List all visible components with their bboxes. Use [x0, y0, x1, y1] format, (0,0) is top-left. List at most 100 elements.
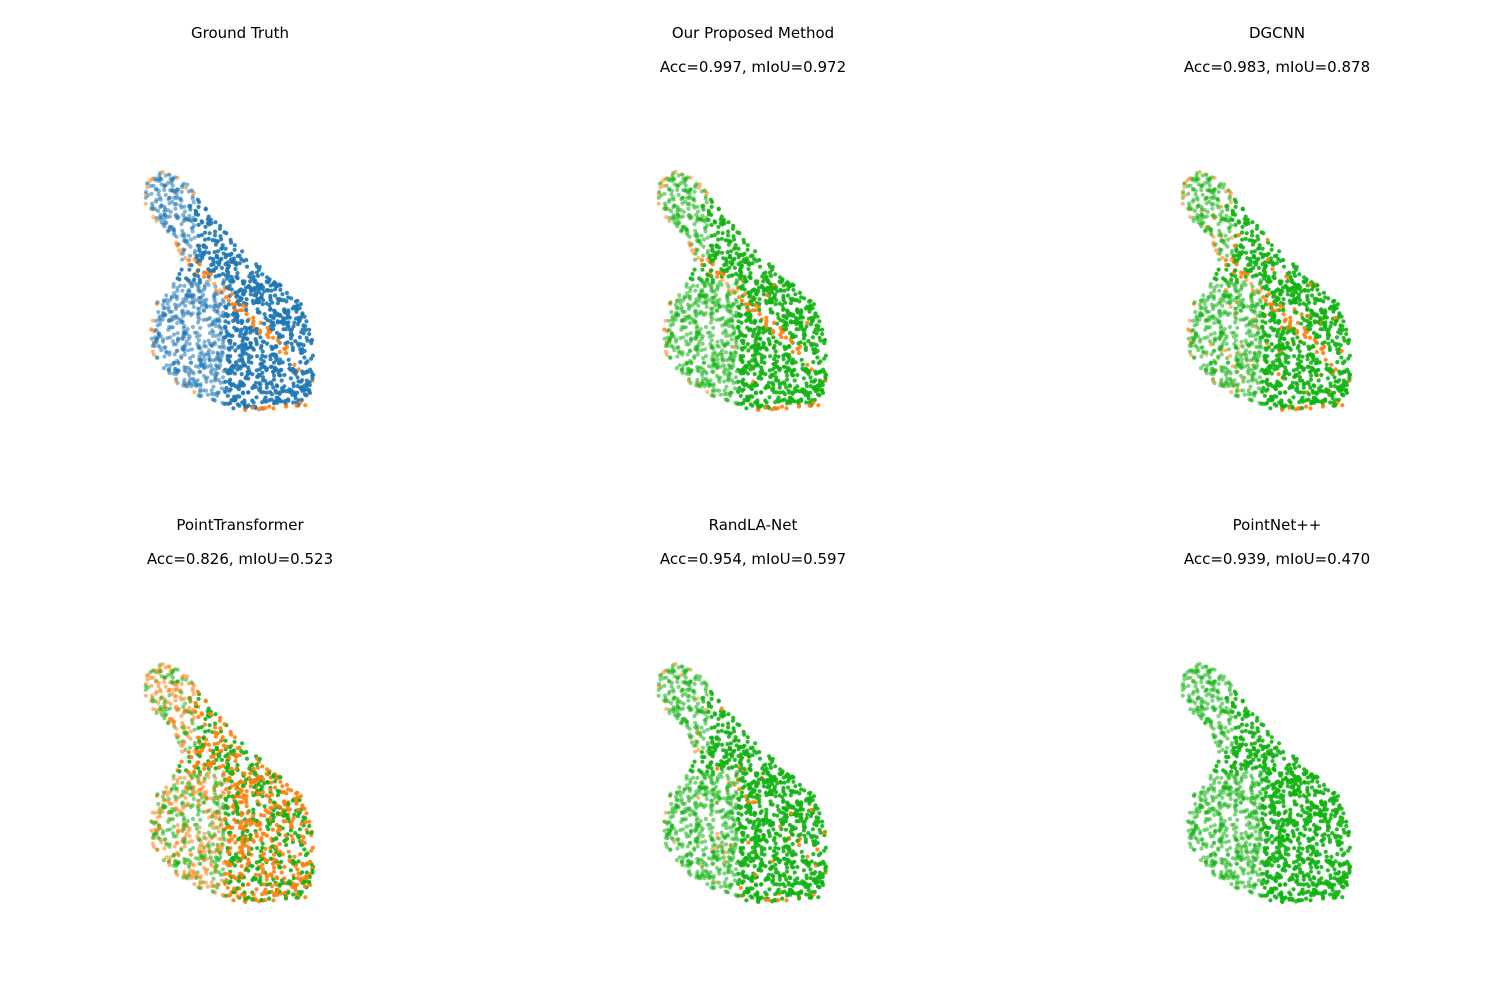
point: [219, 265, 224, 270]
point: [193, 282, 199, 287]
point: [1191, 318, 1196, 323]
point: [1244, 331, 1250, 336]
point: [235, 394, 240, 399]
point: [168, 335, 173, 340]
point: [677, 349, 682, 354]
point: [1309, 293, 1315, 298]
point: [167, 816, 172, 822]
point: [237, 261, 242, 266]
point: [725, 291, 731, 296]
point: [1244, 357, 1249, 362]
point: [1246, 379, 1251, 384]
point: [675, 354, 680, 359]
point: [243, 285, 249, 290]
point: [1180, 201, 1185, 206]
point: [720, 219, 726, 225]
point: [150, 841, 155, 846]
point: [1200, 192, 1205, 197]
point: [248, 340, 253, 346]
point: [277, 357, 283, 362]
point: [282, 317, 287, 322]
point: [1240, 352, 1245, 357]
point: [1182, 185, 1187, 190]
point: [230, 794, 235, 799]
point: [157, 318, 162, 323]
point: [1335, 302, 1340, 307]
point: [164, 363, 169, 368]
point: [267, 398, 272, 403]
point: [1277, 291, 1282, 296]
point: [1278, 303, 1283, 308]
point: [741, 237, 746, 242]
point: [227, 388, 232, 393]
point: [1324, 366, 1329, 371]
point: [688, 320, 693, 326]
point: [264, 390, 269, 395]
point: [1227, 324, 1232, 330]
point: [265, 767, 270, 772]
point: [1196, 182, 1201, 187]
point: [283, 404, 289, 409]
point: [1200, 313, 1205, 318]
point: [773, 400, 778, 405]
point: [201, 243, 206, 248]
point: [301, 343, 306, 348]
point: [816, 327, 821, 332]
point: [1193, 309, 1198, 315]
point: [246, 365, 251, 370]
point: [1316, 367, 1321, 372]
point: [1310, 352, 1315, 357]
point: [1285, 340, 1290, 346]
point: [727, 364, 733, 369]
point: [207, 219, 213, 225]
point: [1199, 212, 1204, 217]
point: [261, 359, 266, 364]
point: [1224, 372, 1229, 378]
point: [745, 394, 750, 399]
point: [1219, 247, 1224, 252]
point: [262, 321, 267, 326]
point: [781, 357, 786, 362]
point: [784, 360, 790, 365]
point: [1220, 365, 1225, 370]
point: [772, 357, 777, 362]
point: [222, 230, 227, 235]
point: [808, 384, 813, 389]
point: [261, 390, 266, 395]
point: [261, 298, 266, 303]
point: [720, 231, 725, 236]
point: [725, 250, 730, 255]
point: [162, 187, 167, 193]
point: [1272, 320, 1278, 325]
point: [1324, 389, 1329, 394]
point: [1269, 243, 1274, 248]
point: [1270, 307, 1275, 312]
point: [1192, 300, 1197, 305]
point: [719, 282, 724, 287]
point: [226, 263, 231, 268]
point: [1233, 393, 1238, 398]
point: [755, 401, 760, 406]
point: [709, 393, 714, 398]
point: [1210, 378, 1216, 384]
point: [243, 351, 248, 356]
point: [796, 341, 801, 346]
point: [1219, 209, 1225, 214]
point: [1259, 230, 1264, 235]
point: [169, 295, 174, 300]
point: [1191, 215, 1196, 221]
point: [775, 406, 781, 411]
point: [271, 326, 276, 332]
point: [156, 192, 161, 197]
point: [708, 341, 713, 347]
point: [1233, 268, 1238, 273]
point: [278, 287, 283, 292]
point: [186, 348, 191, 353]
point: [797, 350, 802, 356]
point: [755, 332, 760, 337]
point: [669, 332, 674, 337]
point: [1211, 196, 1216, 201]
point: [231, 382, 236, 387]
point: [195, 320, 201, 325]
point: [264, 877, 269, 882]
